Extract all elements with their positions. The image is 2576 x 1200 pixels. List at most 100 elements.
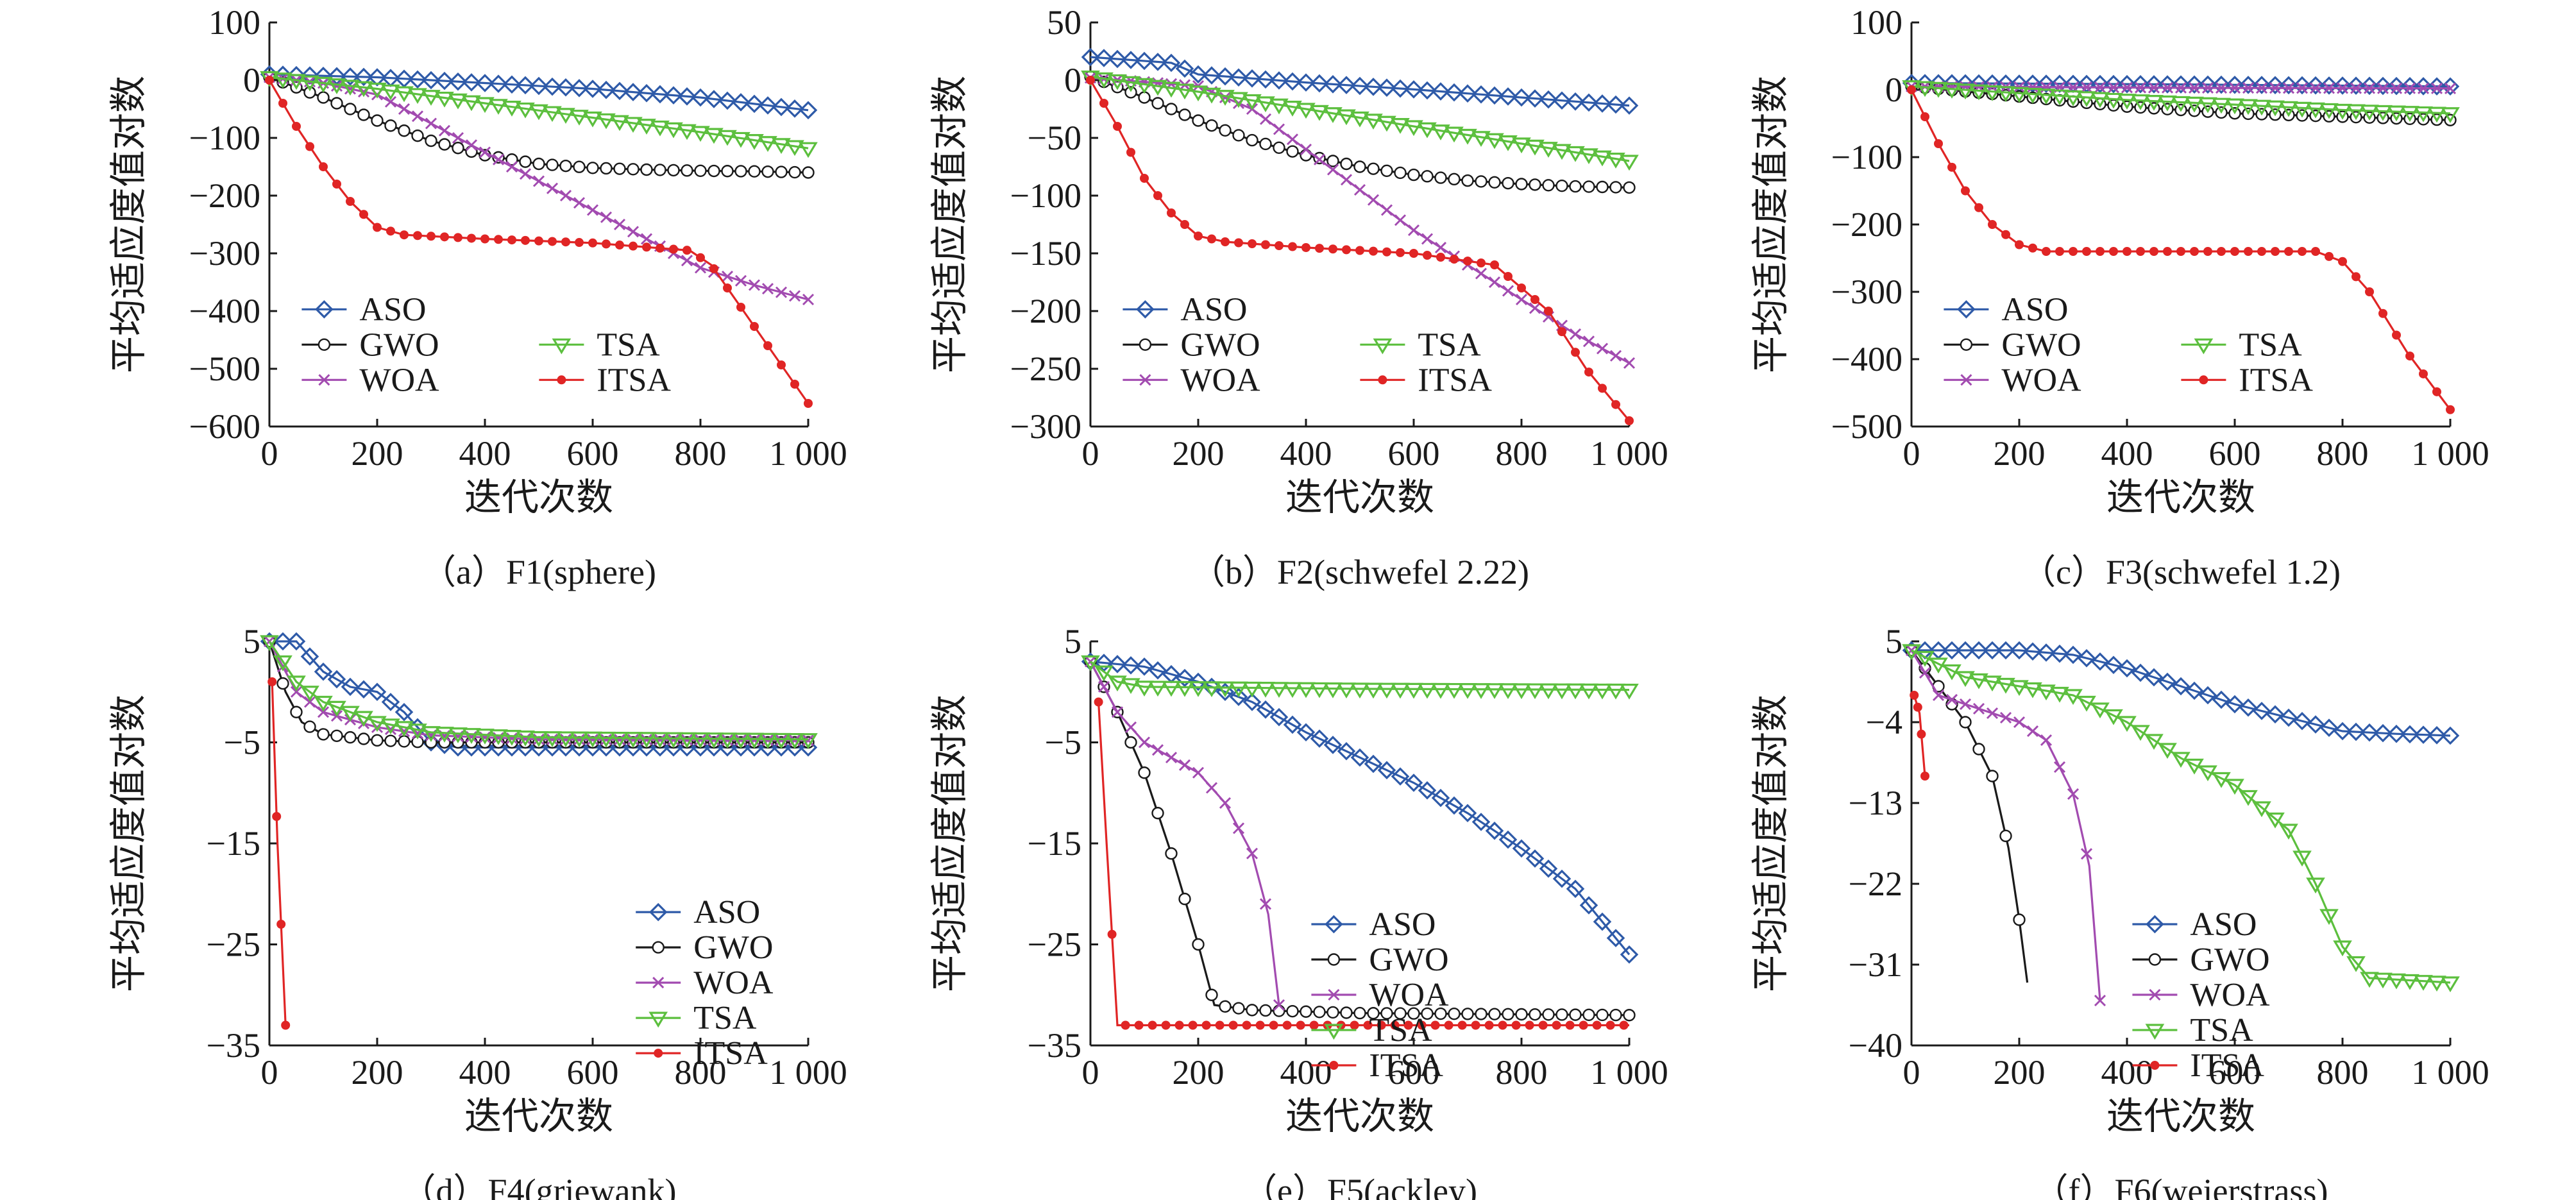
data-point-gwo	[1515, 1008, 1528, 1021]
data-point-aso	[354, 680, 373, 699]
data-point-tsa	[381, 84, 400, 101]
legend-entry-woa: WOA	[636, 965, 774, 1001]
chart-caption: （f）F6(weierstrass)	[2034, 1172, 2328, 1200]
data-point-gwo	[1246, 133, 1258, 147]
y-tick-label: 100	[208, 3, 260, 42]
data-point-tsa	[273, 72, 292, 89]
data-point-tsa	[677, 732, 697, 748]
chart-caption: （e）F5(ackley)	[1242, 1172, 1477, 1200]
legend-entry-itsa: ITSA	[1311, 1047, 1443, 1084]
data-point-itsa	[2069, 247, 2078, 256]
data-point-aso	[2063, 645, 2083, 664]
data-point-woa	[2148, 81, 2160, 94]
data-point-gwo	[290, 706, 303, 718]
data-point-tsa	[1283, 101, 1302, 117]
data-point-itsa	[2419, 369, 2428, 378]
legend-marker	[315, 300, 334, 319]
data-point-woa	[1259, 113, 1272, 125]
data-point-woa	[317, 706, 330, 718]
data-point-tsa	[1162, 680, 1181, 697]
data-point-tsa	[529, 104, 548, 121]
data-point-woa	[303, 696, 316, 708]
data-point-itsa	[2203, 247, 2212, 256]
data-point-gwo	[559, 159, 572, 173]
legend-entry-aso: ASO	[301, 291, 426, 328]
data-point-aso	[1121, 51, 1140, 69]
x-tick-label: 400	[459, 1053, 511, 1092]
y-axis-title: 平均适应度值对数	[929, 76, 970, 373]
data-point-itsa	[2136, 247, 2145, 256]
data-point-tsa	[2023, 682, 2042, 698]
data-point-gwo	[721, 165, 734, 178]
legend-entry-tsa: TSA	[1311, 1012, 1432, 1049]
data-point-tsa	[1350, 111, 1369, 128]
data-point-tsa	[570, 731, 589, 748]
data-point-aso	[1579, 896, 1598, 915]
data-point-tsa	[758, 732, 777, 749]
data-point-gwo	[1555, 1008, 1568, 1021]
data-point-gwo	[1555, 180, 1568, 192]
data-point-woa	[2094, 994, 2106, 1007]
data-point-itsa	[319, 162, 328, 171]
data-point-aso	[2360, 723, 2379, 742]
legend-entry-gwo: GWO	[636, 929, 773, 966]
series-line-aso	[1090, 660, 1631, 956]
data-point-itsa	[1571, 348, 1580, 357]
data-point-woa	[1434, 241, 1447, 254]
data-point-woa	[2228, 81, 2241, 94]
data-point-tsa	[1216, 90, 1235, 106]
data-point-itsa	[2230, 247, 2239, 256]
data-point-gwo	[1205, 119, 1218, 132]
data-point-itsa	[723, 283, 732, 292]
data-point-aso	[1350, 76, 1369, 96]
data-point-woa	[613, 734, 626, 746]
data-point-tsa	[1512, 683, 1531, 700]
data-point-tsa	[1108, 74, 1127, 90]
data-point-itsa	[1288, 242, 1297, 251]
data-point-itsa	[1907, 85, 1916, 94]
data-point-itsa	[1221, 237, 1230, 246]
data-point-gwo	[357, 108, 370, 121]
data-point-tsa	[1458, 683, 1477, 699]
data-point-itsa	[1430, 1020, 1440, 1030]
data-point-tsa	[583, 111, 602, 128]
y-tick-label: −31	[1849, 945, 1902, 984]
data-point-gwo	[425, 134, 437, 148]
data-point-tsa	[772, 138, 791, 155]
data-point-woa	[1623, 357, 1636, 369]
data-point-tsa	[1902, 644, 1921, 661]
data-point-gwo	[330, 97, 343, 110]
data-point-itsa	[682, 246, 691, 255]
legend-entry-woa: WOA	[1123, 362, 1260, 398]
data-point-aso	[1485, 822, 1504, 840]
x-tick-label: 0	[1903, 434, 1920, 473]
data-point-tsa	[2158, 95, 2177, 112]
x-tick-label: 800	[1496, 1053, 1548, 1092]
data-point-itsa	[1188, 1020, 1198, 1030]
data-point-gwo	[1394, 1007, 1407, 1020]
x-tick-label: 600	[567, 1053, 619, 1092]
data-point-gwo	[1461, 174, 1474, 187]
data-point-itsa	[1167, 208, 1176, 217]
data-point-gwo	[303, 720, 316, 733]
legend-label: GWO	[693, 929, 773, 966]
data-point-aso	[2117, 659, 2137, 678]
data-point-itsa	[1450, 255, 1459, 264]
data-point-tsa	[543, 731, 562, 747]
data-point-itsa	[1552, 1020, 1561, 1030]
data-point-itsa	[1363, 1020, 1373, 1030]
y-tick-label: −150	[1010, 234, 1081, 273]
series-line-gwo	[268, 641, 808, 744]
series-line-woa	[1910, 650, 2101, 1001]
data-point-itsa	[2149, 247, 2158, 256]
y-tick-label: −250	[1010, 350, 1081, 388]
data-point-tsa	[1566, 146, 1585, 162]
legend-label: TSA	[2190, 1012, 2253, 1049]
data-point-aso	[300, 66, 319, 85]
data-point-itsa	[2365, 287, 2374, 296]
data-point-woa	[734, 275, 747, 287]
legend-marker	[654, 1049, 663, 1058]
data-point-woa	[1124, 721, 1137, 733]
data-point-tsa	[1552, 144, 1572, 160]
